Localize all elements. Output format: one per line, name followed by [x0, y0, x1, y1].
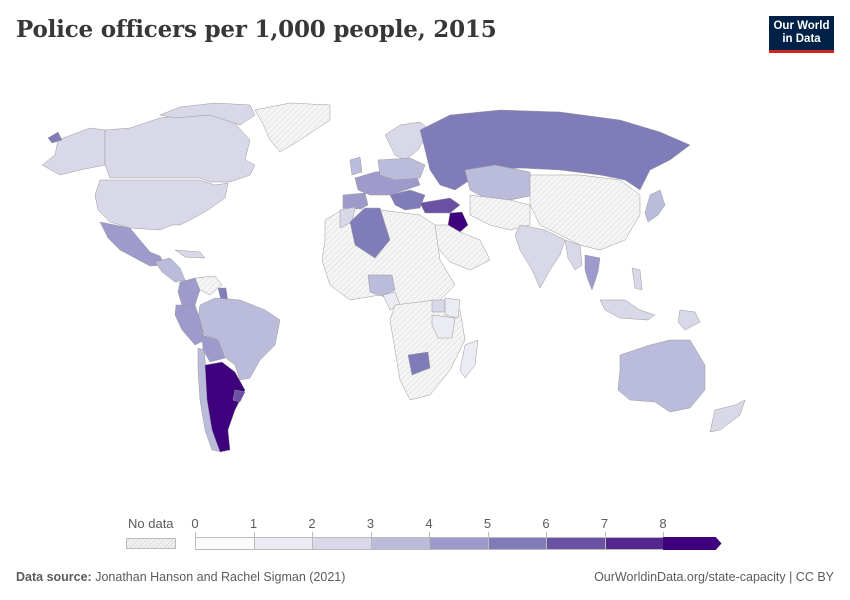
region-botswana[interactable] [407, 351, 431, 376]
region-bolivia[interactable] [201, 334, 226, 363]
legend-tick-label: 2 [308, 516, 316, 531]
legend-bin[interactable] [253, 537, 312, 550]
legend-tick [370, 532, 372, 537]
region-argentina[interactable] [204, 361, 246, 453]
region-japan[interactable] [644, 189, 666, 223]
legend-tick [195, 532, 196, 537]
logo-line-1: Our World [773, 20, 830, 32]
legend-tick-label: 8 [659, 516, 667, 531]
logo-line-2: in Data [782, 33, 821, 45]
legend-bin[interactable] [195, 537, 254, 550]
region-tanzania[interactable] [431, 314, 456, 339]
region-alaska-island[interactable] [47, 131, 63, 144]
region-iberia[interactable] [342, 192, 369, 213]
legend-bin[interactable] [370, 537, 429, 550]
region-alaska[interactable] [41, 127, 106, 176]
region-uruguay[interactable] [232, 389, 246, 403]
legend-tick-label: 0 [191, 516, 199, 531]
region-kenya[interactable] [444, 297, 461, 319]
legend-tick-label: 7 [600, 516, 609, 531]
legend-no-data-label: No data [128, 516, 174, 531]
legend-tick [312, 532, 313, 537]
region-kazakhstan[interactable] [464, 164, 536, 201]
region-brazil[interactable] [197, 297, 281, 381]
chart-title: Police officers per 1,000 people, 2015 [16, 16, 497, 43]
region-new-zealand[interactable] [709, 399, 746, 433]
region-india[interactable] [514, 224, 566, 289]
region-peru[interactable] [174, 304, 206, 346]
region-algeria[interactable] [349, 207, 391, 259]
legend-bin[interactable] [663, 537, 722, 550]
legend-tick [487, 532, 489, 537]
region-papua-new-guinea[interactable] [677, 309, 701, 331]
legend-no-data-swatch[interactable] [126, 538, 176, 549]
region-central-europe[interactable] [377, 157, 426, 181]
region-greenland[interactable] [254, 102, 331, 153]
region-thailand[interactable] [584, 254, 601, 291]
legend-tick [253, 532, 255, 537]
owid-logo[interactable]: Our World in Data [769, 16, 834, 53]
legend-tick-label: 4 [425, 516, 433, 531]
legend-tick [663, 532, 664, 537]
region-iraq[interactable] [447, 211, 469, 233]
region-australia[interactable] [617, 339, 706, 413]
legend-tick [429, 532, 430, 537]
region-philippines[interactable] [631, 267, 643, 291]
region-middle-east[interactable] [429, 224, 491, 271]
region-uganda[interactable] [431, 299, 446, 313]
legend-bin[interactable] [487, 537, 546, 550]
region-indonesia[interactable] [599, 299, 656, 321]
data-source-label: Data source: [16, 570, 92, 584]
region-venezuela[interactable] [194, 275, 223, 296]
region-uk[interactable] [349, 156, 363, 176]
region-caribbean[interactable] [174, 249, 206, 259]
legend-tick [546, 532, 547, 537]
legend-bin[interactable] [312, 537, 371, 550]
region-italy-balkans[interactable] [389, 189, 426, 211]
region-central-america[interactable] [154, 257, 186, 283]
region-central-asia[interactable] [469, 194, 531, 231]
region-turkey[interactable] [419, 197, 461, 214]
data-source: Data source: Jonathan Hanson and Rachel … [16, 570, 345, 584]
region-nordics[interactable] [384, 121, 431, 161]
region-usa[interactable] [94, 179, 229, 231]
region-canada[interactable] [104, 112, 256, 183]
legend-bin[interactable] [546, 537, 605, 550]
legend-tick-label: 5 [483, 516, 492, 531]
color-legend: No data 0 1 2 3 4 5 6 7 8 [120, 512, 740, 552]
legend-tick [604, 532, 606, 537]
region-southeast-asia[interactable] [564, 239, 583, 271]
attribution-link[interactable]: OurWorldinData.org/state-capacity | CC B… [594, 570, 834, 584]
legend-tick-label: 1 [249, 516, 258, 531]
legend-bin[interactable] [604, 537, 663, 550]
legend-tick-label: 3 [366, 516, 375, 531]
world-map[interactable] [0, 95, 850, 475]
region-china-mongolia[interactable] [529, 174, 641, 251]
data-source-text: Jonathan Hanson and Rachel Sigman (2021) [95, 570, 346, 584]
region-nigeria[interactable] [367, 274, 396, 297]
region-madagascar[interactable] [459, 339, 479, 379]
legend-tick-label: 6 [542, 516, 550, 531]
region-canada-arctic[interactable] [159, 102, 256, 126]
legend-bin[interactable] [429, 537, 488, 550]
